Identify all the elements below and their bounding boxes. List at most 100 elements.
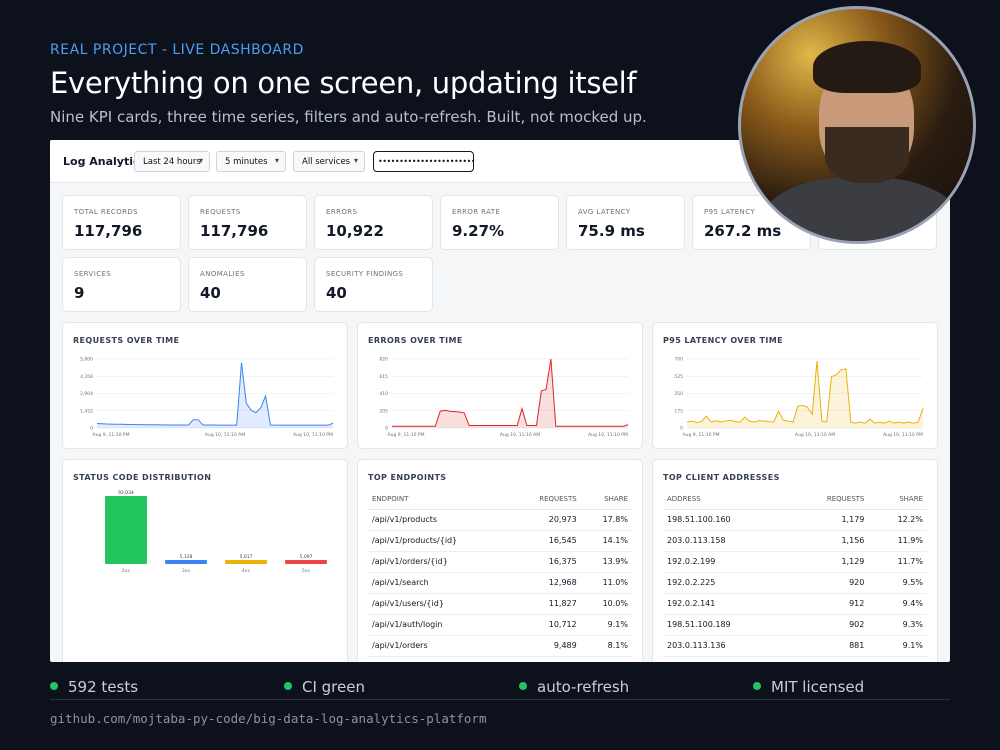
kpi-card-total-records: TOTAL RECORDS 117,796 bbox=[62, 195, 181, 250]
kpi-label: SERVICES bbox=[74, 270, 112, 278]
address-cell: 198.51.100.189 bbox=[663, 614, 789, 636]
status-chart-panel: STATUS CODE DISTRIBUTION 92,034 2xx 5,128 3… bbox=[62, 459, 348, 662]
requests-cell: 881 bbox=[788, 656, 869, 662]
series-line bbox=[392, 358, 629, 427]
status-dot-icon bbox=[753, 682, 761, 690]
address-cell: 192.0.2.199 bbox=[663, 551, 789, 573]
kpi-value: 9 bbox=[74, 284, 85, 302]
panel-title: STATUS CODE DISTRIBUTION bbox=[73, 473, 212, 482]
requests-cell: 9,489 bbox=[510, 635, 581, 657]
endpoint-cell: /api/v1/users/{id} bbox=[368, 593, 511, 615]
kpi-label: P95 LATENCY bbox=[704, 208, 756, 216]
kpi-label: REQUESTS bbox=[200, 208, 241, 216]
bar-category-label: 4xx bbox=[242, 568, 251, 574]
feature-label: auto-refresh bbox=[537, 678, 630, 696]
table-row: /api/v1/search 12,968 11.0% bbox=[368, 572, 632, 594]
table-row: /api/v1/orders/{id} 16,375 13.9% bbox=[368, 551, 632, 573]
requests-cell: 912 bbox=[788, 593, 869, 615]
address-cell: 192.0.2.225 bbox=[663, 572, 789, 594]
requests-cell: 1,179 bbox=[788, 509, 869, 531]
share-cell: 11.0% bbox=[580, 572, 632, 594]
series-area bbox=[687, 361, 923, 428]
bar-value-label: 5,128 bbox=[180, 554, 193, 560]
share-cell: 11.9% bbox=[868, 530, 927, 552]
y-tick-label: 2,904 bbox=[80, 391, 93, 397]
hero-eyebrow: REAL PROJECT - LIVE DASHBOARD bbox=[50, 42, 304, 58]
status-dot-icon bbox=[50, 682, 58, 690]
service-select[interactable]: All services ▾ bbox=[293, 151, 365, 172]
address-cell: 203.0.113.249 bbox=[663, 656, 789, 662]
requests-cell: 902 bbox=[788, 614, 869, 636]
column-header: ENDPOINT bbox=[368, 490, 511, 510]
share-cell: 13.9% bbox=[580, 551, 632, 573]
address-cell: 203.0.113.158 bbox=[663, 530, 789, 552]
requests-cell: 1,129 bbox=[788, 551, 869, 573]
status-bar bbox=[165, 560, 207, 564]
requests-cell: 920 bbox=[788, 572, 869, 594]
kpi-value: 75.9 ms bbox=[578, 222, 645, 240]
avatar-hair bbox=[813, 41, 921, 93]
requests-cell: 1,156 bbox=[788, 530, 869, 552]
x-tick-label: Aug 10, 11:10 PM bbox=[293, 432, 333, 438]
address-cell: 198.51.100.160 bbox=[663, 509, 789, 531]
endpoint-cell: /api/v1/orders/{id} bbox=[368, 551, 511, 573]
column-header: REQUESTS bbox=[788, 490, 869, 510]
column-header: REQUESTS bbox=[510, 490, 581, 510]
clients-body: 198.51.100.160 1,179 12.2% 203.0.113.158 1,1… bbox=[663, 509, 927, 662]
table-row: 203.0.113.136 881 9.1% bbox=[663, 635, 927, 657]
clients-table: ADDRESS REQUESTS SHARE 198.51.100.160 1,1… bbox=[663, 490, 927, 662]
endpoints-body: /api/v1/products 20,973 17.8%/api/v1/produ… bbox=[368, 509, 632, 662]
author-avatar bbox=[738, 6, 976, 244]
requests-cell: 10,712 bbox=[510, 614, 581, 636]
share-cell: 11.7% bbox=[868, 551, 927, 573]
table-row: 203.0.113.2498819.1% bbox=[663, 656, 927, 662]
kpi-card-security-findings: SECURITY FINDINGS 40 bbox=[314, 257, 433, 312]
feature-label: MIT licensed bbox=[771, 678, 865, 696]
table-row: 192.0.2.141 912 9.4% bbox=[663, 593, 927, 615]
requests-cell: 7,074 bbox=[510, 656, 581, 662]
y-tick-label: 5,800 bbox=[80, 357, 93, 363]
x-tick-label: Aug 10, 11:10 AM bbox=[500, 432, 540, 438]
column-header: SHARE bbox=[580, 490, 632, 510]
bar-category-label: 2xx bbox=[122, 568, 131, 574]
bar-value-label: 92,034 bbox=[118, 490, 134, 496]
kpi-card-avg-latency: AVG LATENCY 75.9 ms bbox=[566, 195, 685, 250]
share-cell: 10.0% bbox=[580, 593, 632, 615]
panel-title: TOP CLIENT ADDRESSES bbox=[663, 473, 780, 482]
service-value: All services bbox=[302, 157, 351, 167]
y-tick-label: 700 bbox=[674, 357, 683, 363]
api-key-field[interactable]: •••••••••••••••••••••••••• bbox=[373, 151, 474, 172]
kpi-card-error-rate: ERROR RATE 9.27% bbox=[440, 195, 559, 250]
y-tick-label: 0 bbox=[680, 426, 683, 432]
kpi-card-services: SERVICES 9 bbox=[62, 257, 181, 312]
feature-item: 592 tests bbox=[50, 678, 138, 696]
table-row: 198.51.100.160 1,179 12.2% bbox=[663, 509, 927, 531]
share-cell: 9.4% bbox=[868, 593, 927, 615]
endpoint-cell: /api/v1/orders bbox=[368, 635, 511, 657]
endpoint-cell: /api/v1/products bbox=[368, 509, 511, 531]
status-bar bbox=[285, 560, 327, 564]
feature-list: 592 tests CI green auto-refresh MIT lice… bbox=[50, 678, 950, 700]
panel-title: REQUESTS OVER TIME bbox=[73, 336, 180, 345]
panel-title: TOP ENDPOINTS bbox=[368, 473, 447, 482]
x-tick-label: Aug 10, 11:10 PM bbox=[883, 432, 923, 438]
repo-link[interactable]: github.com/mojtaba-py-code/big-data-log-… bbox=[50, 711, 487, 726]
interval-select[interactable]: 5 minutes ▾ bbox=[216, 151, 286, 172]
errors-chart-panel: ERRORS OVER TIME 820 615 410 205 0 Aug 9, 11:… bbox=[357, 322, 643, 449]
top-clients-panel: TOP CLIENT ADDRESSES ADDRESS REQUESTS SH… bbox=[652, 459, 938, 662]
status-bar bbox=[105, 496, 147, 564]
y-tick-label: 820 bbox=[379, 357, 388, 363]
time-range-select[interactable]: Last 24 hours ▾ bbox=[134, 151, 210, 172]
table-row: /api/v1/products/{id} 16,545 14.1% bbox=[368, 530, 632, 552]
kpi-label: ERROR RATE bbox=[452, 208, 501, 216]
table-row: 198.51.100.189 902 9.3% bbox=[663, 614, 927, 636]
endpoints-table: ENDPOINT REQUESTS SHARE /api/v1/products… bbox=[368, 490, 632, 662]
table-row: /api/v1/payments7,0746.0% bbox=[368, 656, 632, 662]
x-tick-label: Aug 9, 11:10 PM bbox=[683, 432, 720, 438]
share-cell: 9.1% bbox=[868, 656, 927, 662]
kpi-value: 10,922 bbox=[326, 222, 384, 240]
y-tick-label: 4,356 bbox=[80, 374, 93, 380]
x-tick-label: Aug 9, 11:10 PM bbox=[93, 432, 130, 438]
table-row: /api/v1/users/{id} 11,827 10.0% bbox=[368, 593, 632, 615]
